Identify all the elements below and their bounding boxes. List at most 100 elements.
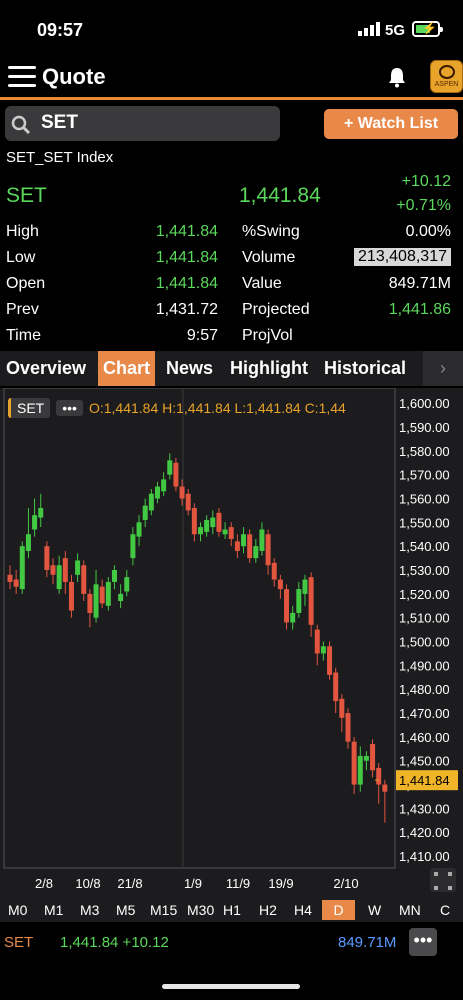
tf-m1[interactable]: M1 bbox=[44, 902, 64, 918]
candle-body bbox=[179, 486, 185, 499]
candle-body bbox=[382, 784, 388, 792]
menu-icon[interactable] bbox=[8, 66, 36, 88]
candle-body bbox=[327, 646, 333, 675]
candle-body bbox=[68, 581, 74, 611]
candle-body bbox=[50, 565, 56, 575]
candle-body bbox=[38, 508, 44, 518]
bell-icon[interactable] bbox=[386, 66, 408, 88]
candle-body bbox=[345, 713, 351, 742]
expand-icon-dot bbox=[434, 886, 438, 890]
battery-icon: ⚡ bbox=[412, 21, 443, 37]
high-value: 1,441.84 bbox=[155, 223, 218, 240]
candle-body bbox=[259, 529, 265, 551]
chevron-right-icon[interactable]: › bbox=[423, 351, 463, 386]
projvol-label: ProjVol bbox=[242, 327, 293, 344]
price-chart[interactable]: 1,600.00 1,590.00 1,580.00 1,570.00 1,560.00… bbox=[0, 388, 463, 898]
plot-area bbox=[3, 388, 396, 869]
home-indicator bbox=[162, 984, 300, 989]
candle-body bbox=[111, 570, 117, 582]
candle-body bbox=[376, 767, 382, 785]
last-price-box bbox=[396, 770, 458, 791]
quote-tabs: Overview Chart News Highlight Historical… bbox=[0, 351, 463, 386]
tf-m15[interactable]: M15 bbox=[150, 902, 178, 918]
tf-mn[interactable]: MN bbox=[399, 902, 421, 918]
candle-body bbox=[161, 479, 167, 492]
tab-news[interactable]: News bbox=[166, 358, 214, 378]
expand-icon-dot bbox=[434, 872, 438, 876]
candle-body bbox=[216, 512, 222, 532]
candle-body bbox=[204, 519, 210, 532]
candle-body bbox=[44, 546, 50, 571]
prev-label: Prev bbox=[6, 301, 39, 318]
tab-highlight[interactable]: Highlight bbox=[230, 358, 308, 378]
swing-label: %Swing bbox=[242, 223, 300, 240]
expand-icon-dot bbox=[448, 886, 452, 890]
swing-value: 0.00% bbox=[405, 223, 451, 240]
expand-icon-dot bbox=[448, 872, 452, 876]
ohlc-values: O:1,441.84 H:1,441.84 L:1,441.84 C:1,44 bbox=[88, 400, 346, 416]
candle-body bbox=[228, 527, 234, 540]
tf-c[interactable]: C bbox=[440, 902, 451, 918]
candle-body bbox=[142, 505, 148, 520]
high-label: High bbox=[6, 223, 39, 240]
candle-body bbox=[320, 646, 326, 654]
tf-m0[interactable]: M0 bbox=[8, 902, 28, 918]
chart-symbol-box[interactable]: SET bbox=[8, 398, 51, 418]
y-tick-label: 1,450.00 bbox=[399, 754, 450, 769]
more-button[interactable]: ••• bbox=[409, 928, 437, 956]
candle-body bbox=[118, 593, 124, 602]
tf-h2[interactable]: H2 bbox=[259, 902, 277, 918]
search-row: SET + Watch List bbox=[0, 105, 463, 151]
tf-m3[interactable]: M3 bbox=[80, 902, 100, 918]
security-name: SET_SET Index bbox=[6, 149, 114, 166]
candle-body bbox=[370, 744, 376, 771]
open-value: 1,441.84 bbox=[155, 275, 218, 292]
y-tick-label: 1,460.00 bbox=[399, 730, 450, 745]
status-time: 09:57 bbox=[37, 20, 84, 40]
search-input[interactable]: SET bbox=[5, 106, 280, 141]
x-tick-label: 11/9 bbox=[226, 876, 250, 891]
chart-options-button[interactable]: ••• bbox=[56, 400, 83, 416]
tf-h1[interactable]: H1 bbox=[223, 902, 241, 918]
tf-m5[interactable]: M5 bbox=[116, 902, 136, 918]
low-value: 1,441.84 bbox=[155, 249, 218, 266]
projected-value: 1,441.86 bbox=[388, 301, 451, 318]
candle-body bbox=[56, 565, 62, 590]
ticker-price: 1,441.84 +10.12 bbox=[60, 934, 169, 951]
tf-h4[interactable]: H4 bbox=[294, 902, 312, 918]
candle-body bbox=[222, 529, 228, 535]
candle-body bbox=[75, 560, 81, 575]
price-change-percent: +0.71% bbox=[396, 197, 451, 214]
ticker-symbol[interactable]: SET bbox=[4, 934, 34, 951]
x-tick-label: 21/8 bbox=[117, 876, 142, 891]
candle-body bbox=[13, 579, 19, 587]
candle-body bbox=[25, 534, 31, 551]
value-label: Value bbox=[242, 275, 282, 292]
ticker-value: 849.71M bbox=[338, 934, 397, 951]
tf-w[interactable]: W bbox=[368, 902, 382, 918]
projected-label: Projected bbox=[242, 301, 310, 318]
time-value: 9:57 bbox=[186, 327, 218, 344]
x-tick-label: 19/9 bbox=[268, 876, 293, 891]
candle-body bbox=[7, 574, 13, 582]
y-tick-label: 1,530.00 bbox=[399, 563, 450, 578]
search-value: SET bbox=[41, 112, 78, 133]
y-tick-label: 1,540.00 bbox=[399, 539, 450, 554]
tab-historical[interactable]: Historical bbox=[324, 358, 407, 378]
watch-list-button[interactable]: + Watch List bbox=[324, 109, 458, 139]
candle-body bbox=[124, 577, 130, 592]
page-title: Quote bbox=[42, 64, 106, 89]
tf-d[interactable]: D bbox=[322, 900, 355, 920]
candlestick-chart[interactable]: 1,600.00 1,590.00 1,580.00 1,570.00 1,560.00… bbox=[0, 388, 463, 898]
tf-m30[interactable]: M30 bbox=[187, 902, 215, 918]
volume-label: Volume bbox=[242, 249, 296, 266]
y-tick-label: 1,420.00 bbox=[399, 825, 450, 840]
x-tick-label: 1/9 bbox=[184, 876, 202, 891]
candle-body bbox=[130, 534, 136, 559]
time-label: Time bbox=[6, 327, 41, 344]
tab-overview[interactable]: Overview bbox=[6, 358, 87, 378]
tab-chart[interactable]: Chart bbox=[98, 351, 156, 386]
ohlc-legend: SET ••• O:1,441.84 H:1,441.84 L:1,441.84 C… bbox=[8, 398, 393, 418]
aspen-logo[interactable]: ASPEN bbox=[430, 60, 463, 93]
candle-body bbox=[167, 460, 173, 475]
